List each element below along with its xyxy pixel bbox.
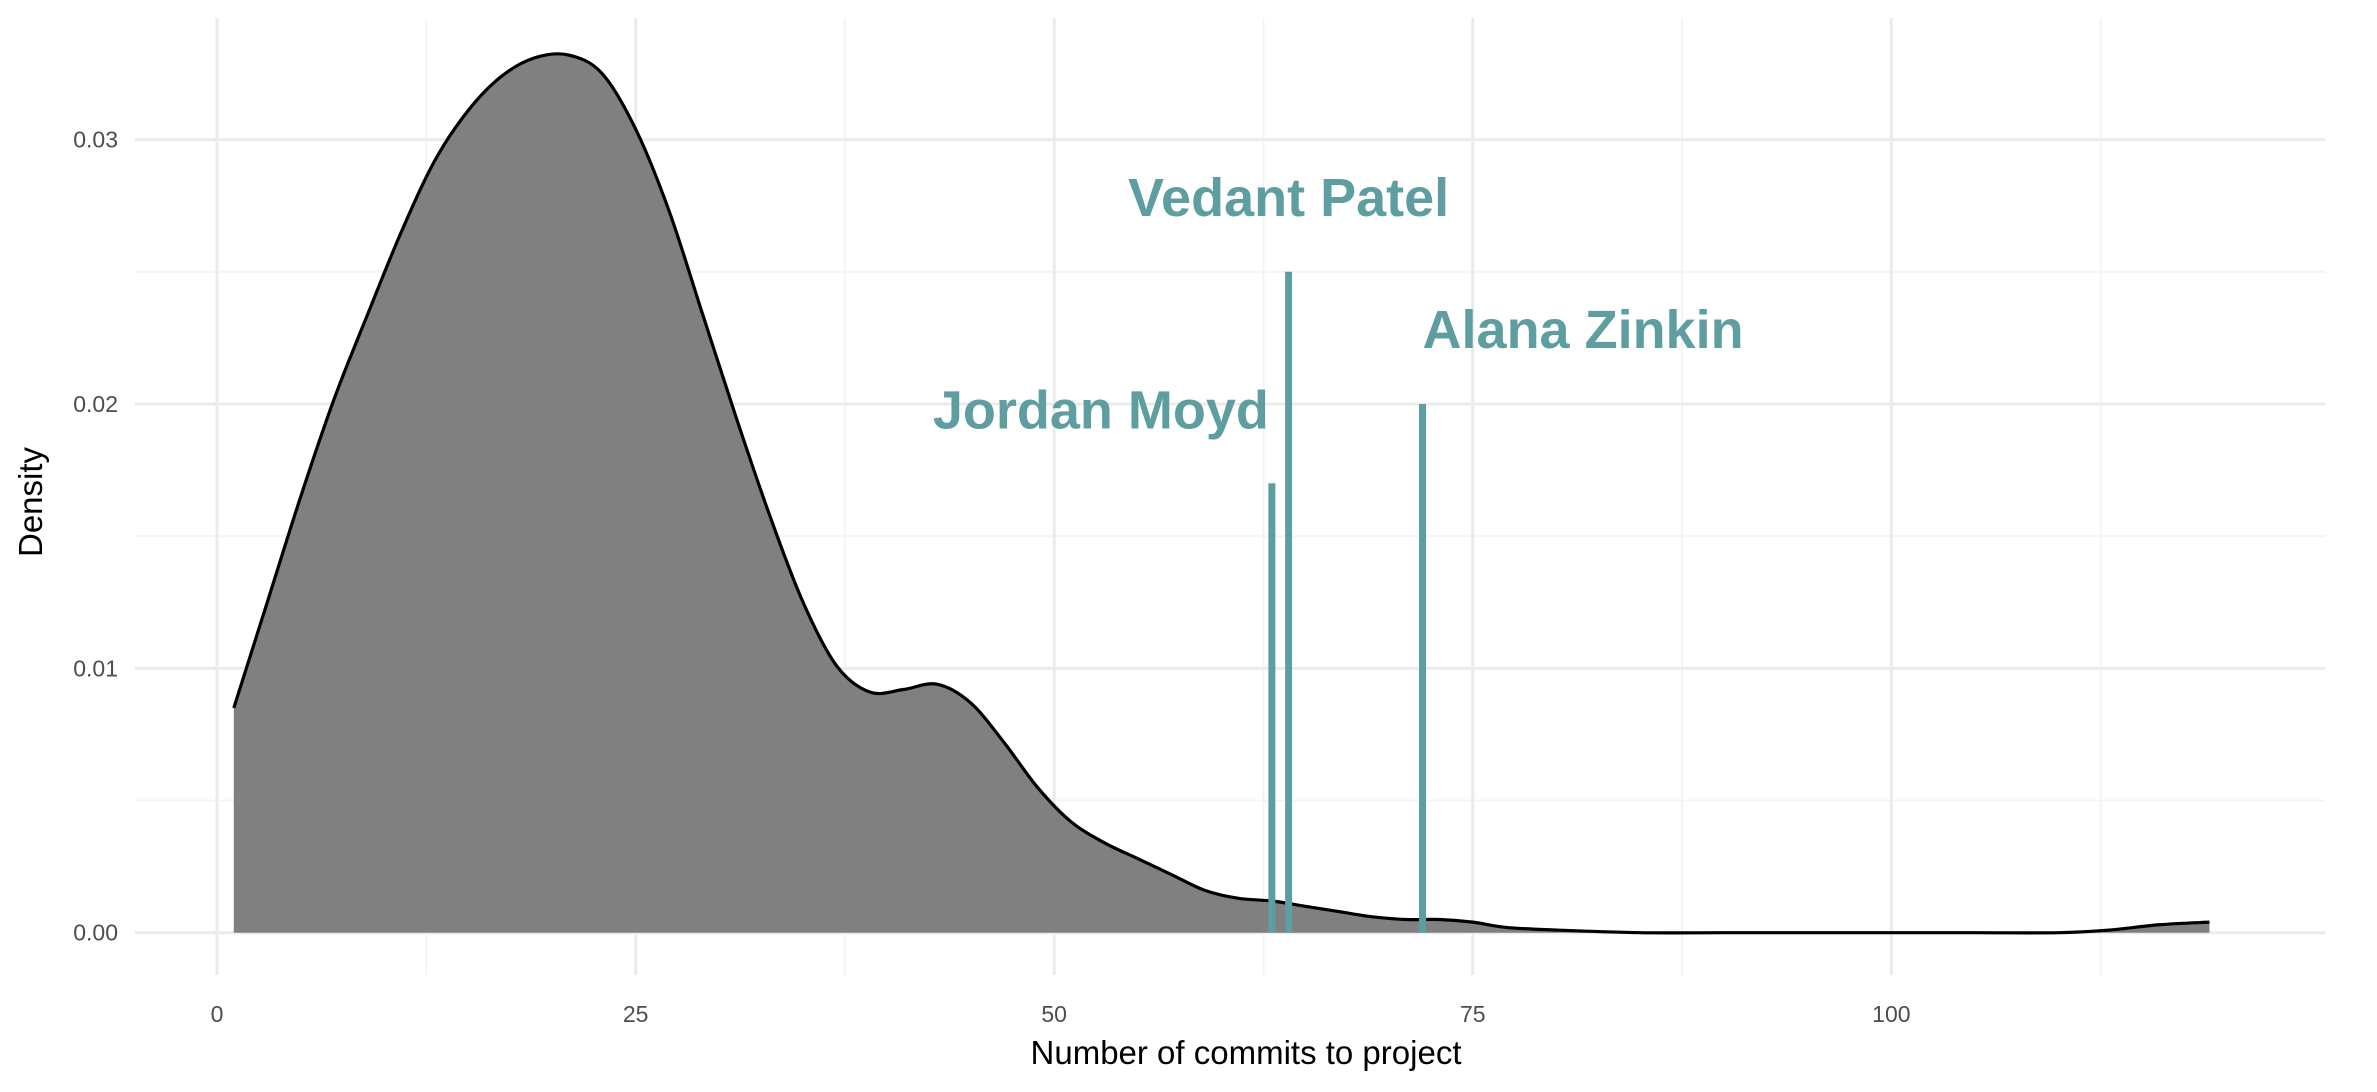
annotation-label: Alana Zinkin	[1423, 300, 1744, 360]
x-tick-label: 50	[1041, 1001, 1067, 1027]
annotations: Jordan Moyd Vedant Patel Alana Zinkin	[933, 168, 1744, 933]
x-tick-label: 75	[1460, 1001, 1486, 1027]
density-curve	[232, 52, 2210, 935]
x-tick-label: 100	[1872, 1001, 1910, 1027]
x-axis-title: Number of commits to project	[1031, 1034, 1462, 1071]
y-axis-title: Density	[12, 446, 49, 557]
x-tick-label: 25	[623, 1001, 649, 1027]
y-tick-label: 0.00	[73, 920, 118, 946]
y-tick-label: 0.01	[73, 655, 118, 681]
y-tick-label: 0.03	[73, 127, 118, 153]
y-tick-label: 0.02	[73, 391, 118, 417]
annotation-label: Jordan Moyd	[933, 380, 1269, 440]
density-area	[233, 53, 2210, 933]
annotation-label: Vedant Patel	[1128, 168, 1449, 228]
density-line	[232, 52, 2210, 935]
x-tick-label: 0	[211, 1001, 224, 1027]
y-axis-tick-labels: 0.00 0.01 0.02 0.03	[73, 127, 118, 946]
x-axis-tick-labels: 0 25 50 75 100	[211, 1001, 1911, 1027]
